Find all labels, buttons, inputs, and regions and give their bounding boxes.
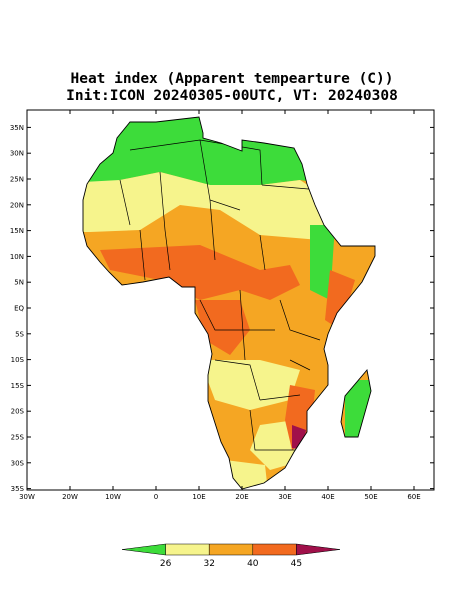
lat-tick-label: EQ [14,305,24,313]
lat-tick-label: 5S [15,330,24,338]
lat-tick-label: 25S [11,434,25,442]
colorbar-label: 26 [160,559,172,569]
lat-tick-label: 25N [10,176,24,184]
title-line: Heat index (Apparent tempearture (C)) [70,71,393,87]
colorbar: 26 32 40 45 [121,543,341,569]
lon-tick-label: 30E [278,493,291,501]
lon-tick-label: 50E [364,493,377,501]
lon-tick-label: 20E [235,493,248,501]
colorbar-label: 45 [291,559,302,569]
colorbar-segment [296,543,341,556]
colorbar-label: 40 [247,559,259,569]
lat-tick-label: 15N [10,227,24,235]
lon-tick-label: 30W [19,493,35,501]
colorbar-segment [165,543,210,556]
colorbar-label: 32 [203,559,214,569]
map-frame [26,109,435,491]
lat-tick-label: 5N [14,279,24,287]
lat-tick-label: 20S [11,408,25,416]
title-line: Init:ICON 20240305-00UTC, VT: 20240308 [66,88,398,104]
lat-tick-label: 10S [11,356,25,364]
lat-tick-label: 30N [10,150,24,158]
lat-tick-label: 15S [11,382,25,390]
lon-tick-label: 10E [192,493,205,501]
lat-tick-label: 20N [10,201,24,209]
lon-tick-label: 10W [105,493,121,501]
lon-tick-label: 0 [154,493,158,501]
axis-ticks: 35N 30N 25N 20N 15N 10N 5N EQ 5S 10S 15S 20S 25S 30S 3… [10,110,434,501]
lon-tick-label: 40E [321,493,334,501]
coastline [82,116,376,490]
colorbar-segment [252,543,297,556]
lat-tick-label: 10N [10,253,24,261]
lat-tick-label: 35N [10,124,24,132]
lat-tick-label: 35S [11,485,25,493]
lon-tick-label: 60E [407,493,420,501]
lat-tick-label: 30S [11,459,25,467]
colorbar-segment [121,543,166,556]
colorbar-segment [208,543,254,556]
lon-tick-label: 20W [62,493,78,501]
